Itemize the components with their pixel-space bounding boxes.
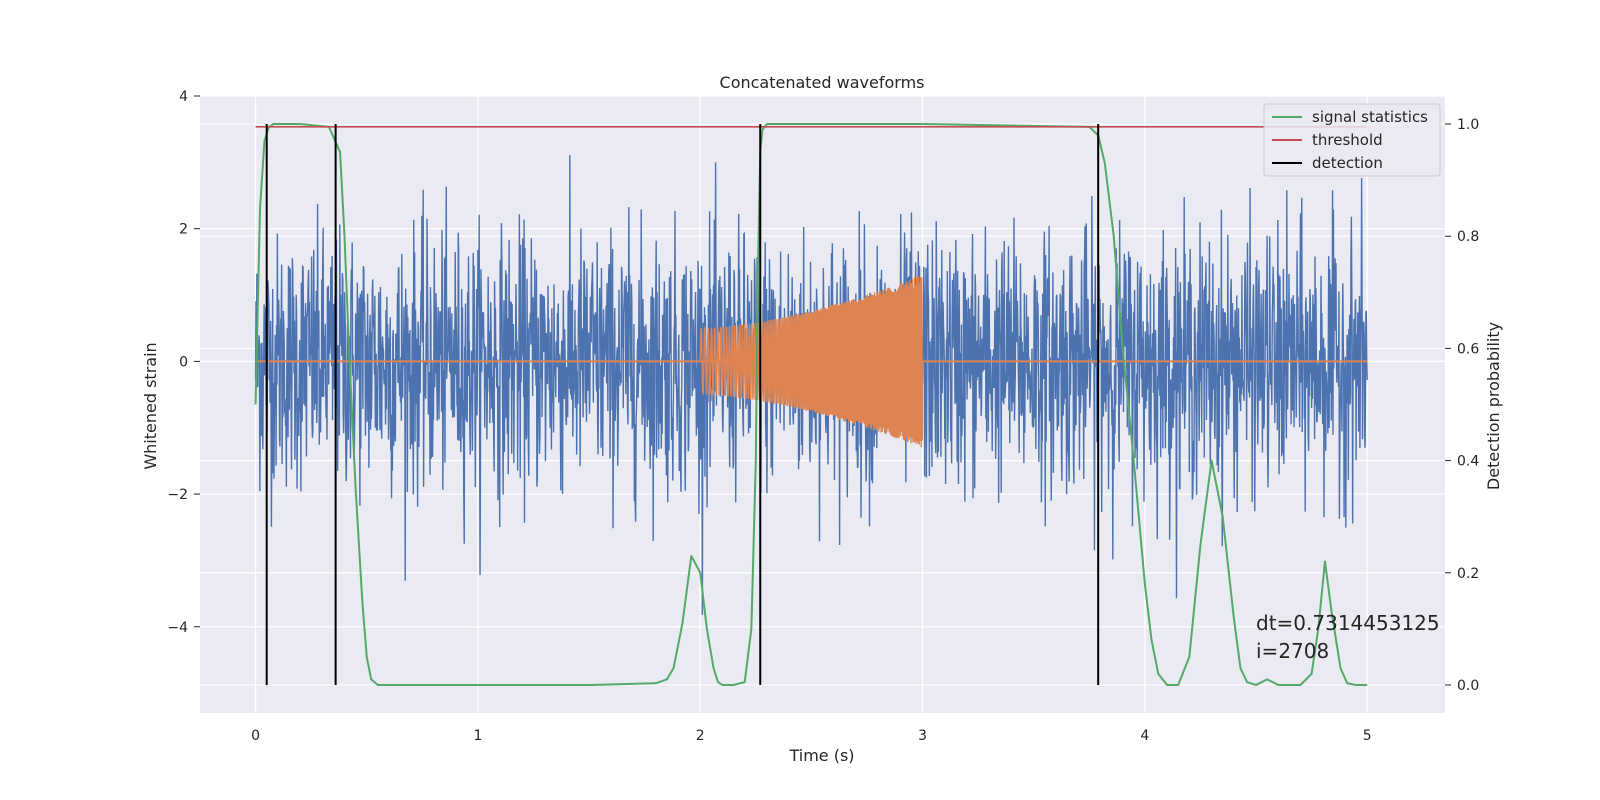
y-right-tick-label: 0.8 [1457, 229, 1479, 245]
right-axis: 0.0 0.2 0.4 0.6 0.8 1.0 [1445, 117, 1479, 694]
legend-label-detection: detection [1312, 154, 1383, 172]
x-tick-label: 1 [473, 728, 482, 744]
annotation-line: dt=0.7314453125 [1256, 611, 1440, 635]
chart-title: Concatenated waveforms [720, 73, 925, 92]
y-tick-label: −4 [167, 620, 188, 636]
x-axis: 0 1 2 3 4 5 [251, 728, 1372, 744]
y-tick-label: 4 [179, 89, 188, 105]
y-right-tick-label: 1.0 [1457, 117, 1479, 133]
y-right-tick-label: 0.0 [1457, 678, 1479, 694]
legend-label-signal-statistics: signal statistics [1312, 108, 1428, 126]
y-axis-label: Whitened strain [141, 342, 160, 469]
x-tick-label: 5 [1363, 728, 1372, 744]
annotation-line: i=2708 [1256, 639, 1329, 663]
y-tick-label: −2 [167, 487, 188, 503]
legend: signal statistics threshold detection [1263, 103, 1441, 177]
y-right-tick-label: 0.2 [1457, 566, 1479, 582]
legend-label-threshold: threshold [1312, 131, 1383, 149]
x-tick-label: 2 [696, 728, 705, 744]
y-tick-label: 2 [179, 222, 188, 238]
x-tick-label: 0 [251, 728, 260, 744]
series-injection [699, 276, 924, 448]
x-tick-label: 3 [918, 728, 927, 744]
y-axis-right-label: Detection probability [1484, 322, 1503, 490]
left-axis: −4 −2 0 2 4 [167, 89, 200, 636]
y-right-tick-label: 0.6 [1457, 341, 1479, 357]
y-tick-label: 0 [179, 354, 188, 370]
series-detection [265, 124, 1100, 685]
x-tick-label: 4 [1140, 728, 1149, 744]
y-right-tick-label: 0.4 [1457, 454, 1479, 470]
legend-box [1263, 103, 1441, 177]
x-axis-label: Time (s) [788, 746, 854, 765]
annotation: dt=0.7314453125 i=2708 [1256, 611, 1440, 663]
